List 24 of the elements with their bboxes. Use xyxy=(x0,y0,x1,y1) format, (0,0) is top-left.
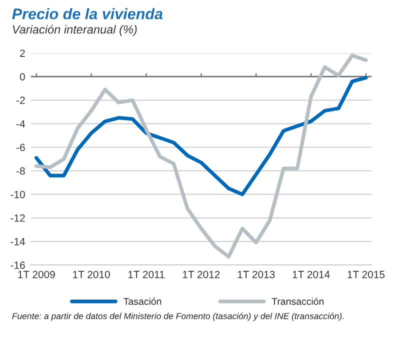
legend-label: Tasación xyxy=(124,298,162,305)
y-tick-label: -6 xyxy=(16,144,25,152)
chart-title: Precio de la vivienda xyxy=(12,8,163,20)
source-note: Fuente: a partir de datos del Ministerio de Fomento (tasación) y del INE (transacción). xyxy=(12,312,344,321)
y-tick-label: -8 xyxy=(16,167,25,175)
y-tick-label: -14 xyxy=(10,238,26,246)
x-tick-label: 1T 2012 xyxy=(182,270,220,278)
y-tick-label: 2 xyxy=(20,50,25,57)
y-tick-label: 0 xyxy=(20,73,25,80)
x-tick-label: 1T 2011 xyxy=(128,270,164,278)
y-tick-label: -16 xyxy=(10,261,25,269)
line-series xyxy=(34,76,368,196)
legend-label: Transacción xyxy=(272,298,324,305)
y-tick-label: -12 xyxy=(10,214,25,222)
line-series xyxy=(34,54,368,259)
x-tick-label: 1T 2010 xyxy=(73,270,110,278)
x-tick-label: 1T 2013 xyxy=(238,270,275,278)
x-tick-label: 1T 2014 xyxy=(292,270,330,278)
y-tick-label: -10 xyxy=(10,190,25,198)
y-tick-label: -2 xyxy=(16,96,25,104)
x-tick-label: 1T 2015 xyxy=(348,270,385,278)
y-tick-label: -4 xyxy=(16,120,26,128)
x-tick-label: 1T 2009 xyxy=(18,270,55,278)
chart-subtitle: Variación interanual (%) xyxy=(12,24,137,36)
